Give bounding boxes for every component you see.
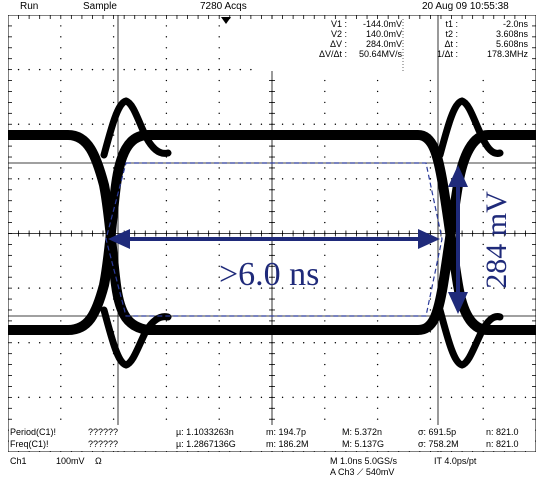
channel-label[interactable]: Ch1 [10, 456, 27, 466]
v2-label: V2 : [330, 29, 347, 39]
oscilloscope-display[interactable]: >6.0 ns 284 mV [8, 15, 536, 452]
meas-row-period-value: ?????? [88, 427, 119, 437]
meas-row-freq-stddev: σ: 758.2M [418, 439, 459, 449]
acquisition-mode[interactable]: Sample [83, 1, 117, 12]
measurement-panel [9, 425, 535, 451]
acquisition-count: 7280 Acqs [200, 1, 247, 12]
inv-delta-t-value: 178.3MHz [486, 49, 528, 59]
date-time: 20 Aug 09 10:55:38 [422, 1, 509, 12]
t2-label: t2 : [445, 29, 458, 39]
delta-v-value: 284.0mV [365, 39, 402, 49]
v2-value: 140.0mV [365, 29, 402, 39]
meas-row-freq-value: ?????? [88, 439, 119, 449]
meas-row-period-mean: µ: 1.1033263n [176, 427, 234, 437]
eye-mask-outline [105, 162, 443, 317]
t2-value: 3.608ns [495, 29, 528, 39]
interpolation-setting: IT 4.0ps/pt [434, 456, 477, 466]
eye-height-arrow [448, 165, 468, 314]
meas-row-period-stddev: σ: 691.5p [418, 427, 457, 437]
input-coupling: Ω [95, 456, 102, 466]
timebase-setting[interactable]: M 1.0ns 5.0GS/s [330, 456, 398, 466]
trigger-position-marker [221, 17, 231, 24]
meas-row-freq-min: m: 186.2M [266, 439, 309, 449]
meas-row-period-count: n: 821.0 [486, 427, 519, 437]
delta-t-value: 5.608ns [495, 39, 528, 49]
inv-delta-t-label: 1/Δt : [436, 49, 458, 59]
delta-v-label: ΔV : [329, 39, 347, 49]
v1-value: -144.0mV [362, 19, 402, 29]
delta-t-label: Δt : [444, 39, 458, 49]
meas-row-freq-count: n: 821.0 [486, 439, 519, 449]
meas-row-freq-name[interactable]: Freq(C1)! [10, 439, 49, 449]
v1-label: V1 : [330, 19, 347, 29]
dv-dt-value: 50.64MV/s [358, 49, 402, 59]
t1-value: -2.0ns [502, 19, 528, 29]
eye-height-label: 284 mV [480, 191, 513, 289]
meas-row-period-name[interactable]: Period(C1)! [10, 427, 57, 437]
eye-width-arrow [108, 229, 440, 249]
trigger-setting[interactable]: A Ch3 ⟋ 540mV [330, 467, 395, 477]
run-state[interactable]: Run [20, 1, 39, 12]
eye-width-label: >6.0 ns [219, 256, 319, 293]
dv-dt-label: ΔV/Δt : [318, 49, 347, 59]
meas-row-freq-max: M: 5.137G [342, 439, 385, 449]
meas-row-period-min: m: 194.7p [266, 427, 307, 437]
vertical-scale[interactable]: 100mV [56, 456, 85, 466]
meas-row-period-max: M: 5.372n [342, 427, 383, 437]
meas-row-freq-mean: µ: 1.2867136G [176, 439, 236, 449]
t1-label: t1 : [445, 19, 458, 29]
cursor-readout-panel [256, 19, 532, 71]
